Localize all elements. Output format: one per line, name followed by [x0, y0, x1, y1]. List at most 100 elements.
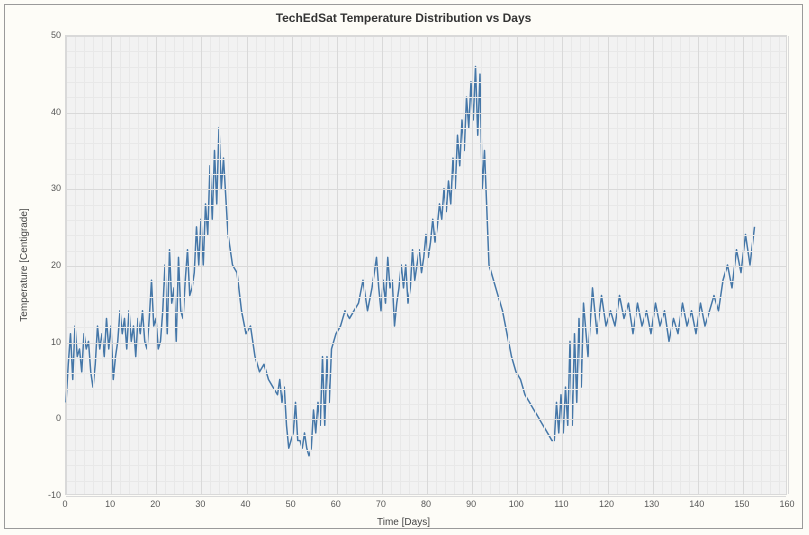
minor-gridline-v — [129, 36, 130, 494]
x-tick-label: 40 — [240, 499, 250, 509]
minor-gridline-h — [66, 159, 786, 160]
x-tick-label: 150 — [734, 499, 749, 509]
minor-gridline-v — [662, 36, 663, 494]
x-tick-label: 130 — [644, 499, 659, 509]
gridline-h — [66, 266, 786, 267]
y-tick-label: 40 — [35, 107, 61, 117]
minor-gridline-v — [526, 36, 527, 494]
minor-gridline-v — [256, 36, 257, 494]
minor-gridline-v — [779, 36, 780, 494]
minor-gridline-v — [445, 36, 446, 494]
x-tick-label: 30 — [195, 499, 205, 509]
minor-gridline-v — [454, 36, 455, 494]
gridline-v — [743, 36, 744, 494]
x-tick-label: 10 — [105, 499, 115, 509]
minor-gridline-h — [66, 251, 786, 252]
x-axis-title: Time [Days] — [5, 517, 802, 528]
y-tick-label: 0 — [35, 413, 61, 423]
minor-gridline-v — [400, 36, 401, 494]
y-tick-label: 50 — [35, 30, 61, 40]
minor-gridline-h — [66, 312, 786, 313]
minor-gridline-h — [66, 51, 786, 52]
gridline-v — [698, 36, 699, 494]
minor-gridline-v — [120, 36, 121, 494]
minor-gridline-v — [499, 36, 500, 494]
minor-gridline-v — [409, 36, 410, 494]
minor-gridline-v — [237, 36, 238, 494]
minor-gridline-v — [228, 36, 229, 494]
gridline-v — [382, 36, 383, 494]
minor-gridline-h — [66, 297, 786, 298]
minor-gridline-v — [481, 36, 482, 494]
x-tick-label: 160 — [779, 499, 794, 509]
minor-gridline-v — [102, 36, 103, 494]
y-tick-label: -10 — [35, 490, 61, 500]
minor-gridline-v — [346, 36, 347, 494]
minor-gridline-v — [535, 36, 536, 494]
minor-gridline-v — [364, 36, 365, 494]
minor-gridline-h — [66, 465, 786, 466]
x-tick-label: 90 — [466, 499, 476, 509]
minor-gridline-h — [66, 143, 786, 144]
x-tick-label: 70 — [376, 499, 386, 509]
x-tick-label: 0 — [62, 499, 67, 509]
minor-gridline-v — [355, 36, 356, 494]
gridline-v — [337, 36, 338, 494]
minor-gridline-v — [463, 36, 464, 494]
minor-gridline-v — [617, 36, 618, 494]
minor-gridline-v — [680, 36, 681, 494]
minor-gridline-v — [707, 36, 708, 494]
minor-gridline-v — [283, 36, 284, 494]
minor-gridline-h — [66, 235, 786, 236]
y-tick-label: 20 — [35, 260, 61, 270]
minor-gridline-v — [770, 36, 771, 494]
minor-gridline-v — [165, 36, 166, 494]
minor-gridline-h — [66, 281, 786, 282]
gridline-v — [608, 36, 609, 494]
minor-gridline-v — [274, 36, 275, 494]
minor-gridline-v — [93, 36, 94, 494]
x-tick-label: 50 — [286, 499, 296, 509]
minor-gridline-v — [589, 36, 590, 494]
minor-gridline-h — [66, 450, 786, 451]
minor-gridline-h — [66, 435, 786, 436]
minor-gridline-v — [219, 36, 220, 494]
minor-gridline-v — [174, 36, 175, 494]
minor-gridline-v — [319, 36, 320, 494]
gridline-v — [472, 36, 473, 494]
gridline-h — [66, 419, 786, 420]
minor-gridline-v — [508, 36, 509, 494]
gridline-h — [66, 36, 786, 37]
y-axis-title: Temperature [Centigrade] — [19, 208, 30, 321]
minor-gridline-v — [626, 36, 627, 494]
minor-gridline-h — [66, 404, 786, 405]
minor-gridline-v — [544, 36, 545, 494]
minor-gridline-v — [671, 36, 672, 494]
minor-gridline-v — [734, 36, 735, 494]
minor-gridline-v — [598, 36, 599, 494]
temperature-line — [66, 67, 754, 456]
minor-gridline-h — [66, 327, 786, 328]
plot-area — [65, 35, 787, 495]
minor-gridline-h — [66, 97, 786, 98]
minor-gridline-v — [328, 36, 329, 494]
minor-gridline-h — [66, 389, 786, 390]
minor-gridline-v — [635, 36, 636, 494]
minor-gridline-v — [752, 36, 753, 494]
minor-gridline-h — [66, 128, 786, 129]
gridline-v — [156, 36, 157, 494]
minor-gridline-h — [66, 481, 786, 482]
minor-gridline-v — [761, 36, 762, 494]
x-tick-label: 120 — [599, 499, 614, 509]
gridline-h — [66, 189, 786, 190]
x-tick-label: 80 — [421, 499, 431, 509]
gridline-h — [66, 496, 786, 497]
minor-gridline-h — [66, 220, 786, 221]
minor-gridline-h — [66, 67, 786, 68]
minor-gridline-v — [580, 36, 581, 494]
gridline-v — [247, 36, 248, 494]
gridline-h — [66, 113, 786, 114]
x-tick-label: 20 — [150, 499, 160, 509]
minor-gridline-v — [138, 36, 139, 494]
gridline-v — [111, 36, 112, 494]
